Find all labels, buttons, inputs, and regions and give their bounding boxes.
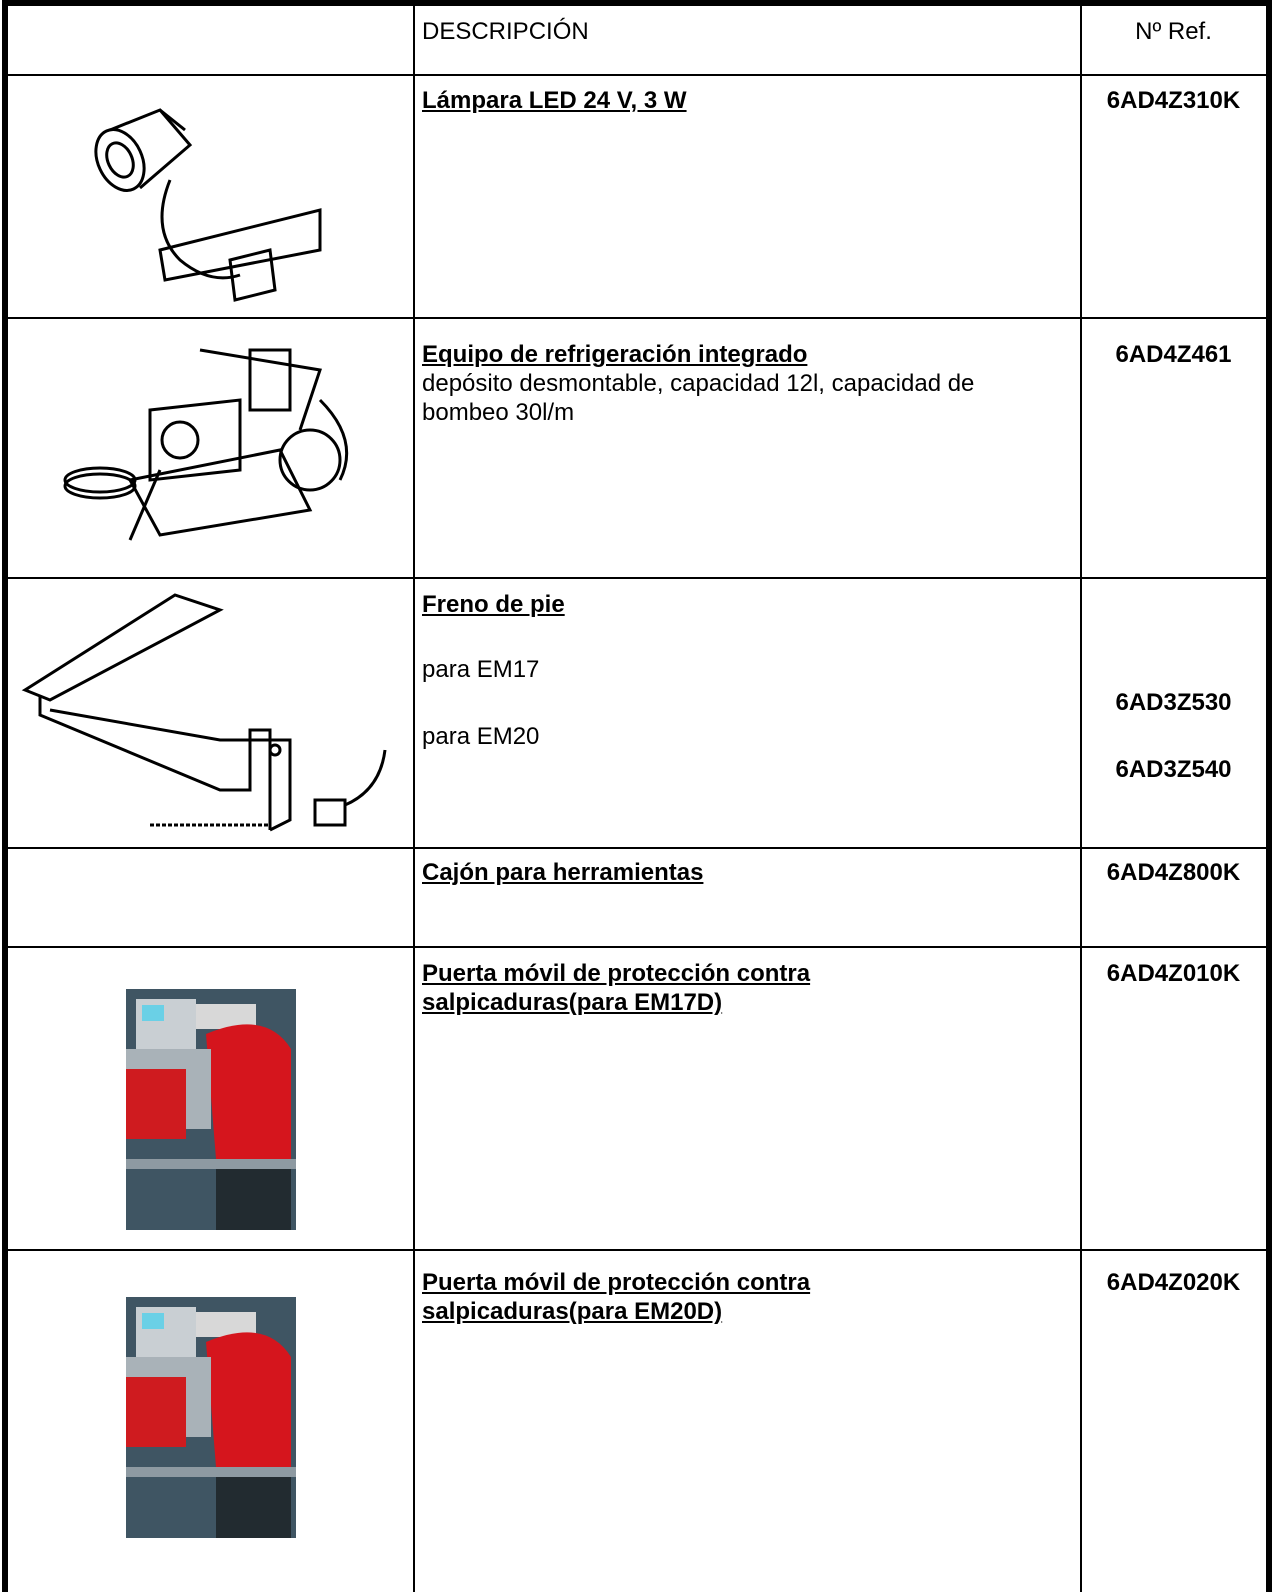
item-ref: 6AD4Z310K xyxy=(1106,87,1241,114)
item-title: Puerta móvil de protección contra salpic… xyxy=(422,1269,811,1325)
item-title: Equipo de refrigeración integrado xyxy=(422,341,808,368)
header: DESCRIPCIÓN xyxy=(422,18,589,45)
item-ref: 6AD4Z020K xyxy=(1106,1269,1241,1296)
item-ref: 6AD4Z010K xyxy=(1106,960,1241,987)
item-title: Freno de pie xyxy=(422,591,565,618)
item-title: Lámpara LED 24 V, 3 W xyxy=(422,87,687,114)
coolant-image xyxy=(63,348,349,541)
variant-label: para EM20 xyxy=(422,723,540,750)
item-ref: 6AD4Z461 xyxy=(1115,341,1232,368)
variant-ref: 6AD3Z530 xyxy=(1115,689,1232,716)
border xyxy=(2,577,1272,579)
border xyxy=(1266,0,1272,1592)
border xyxy=(2,946,1272,948)
lamp-image xyxy=(94,108,322,302)
variant-ref: 6AD3Z540 xyxy=(1115,756,1232,783)
border xyxy=(413,0,415,1592)
border xyxy=(2,317,1272,319)
border xyxy=(2,1249,1272,1251)
border xyxy=(2,0,8,1592)
lathe-photo xyxy=(126,989,296,1230)
border xyxy=(1080,0,1082,1592)
item-title: Cajón para herramientas xyxy=(422,859,704,886)
brake-image xyxy=(21,593,387,832)
border xyxy=(2,74,1272,76)
item-text: depósito desmontable, capacidad 12l, cap… xyxy=(422,370,975,426)
variant-label: para EM17 xyxy=(422,656,540,683)
border xyxy=(2,847,1272,849)
header: Nº Ref. xyxy=(1135,18,1212,45)
item-title: Puerta móvil de protección contra salpic… xyxy=(422,960,811,1016)
border xyxy=(2,0,1272,6)
item-ref: 6AD4Z800K xyxy=(1106,859,1241,886)
lathe-photo xyxy=(126,1297,296,1538)
